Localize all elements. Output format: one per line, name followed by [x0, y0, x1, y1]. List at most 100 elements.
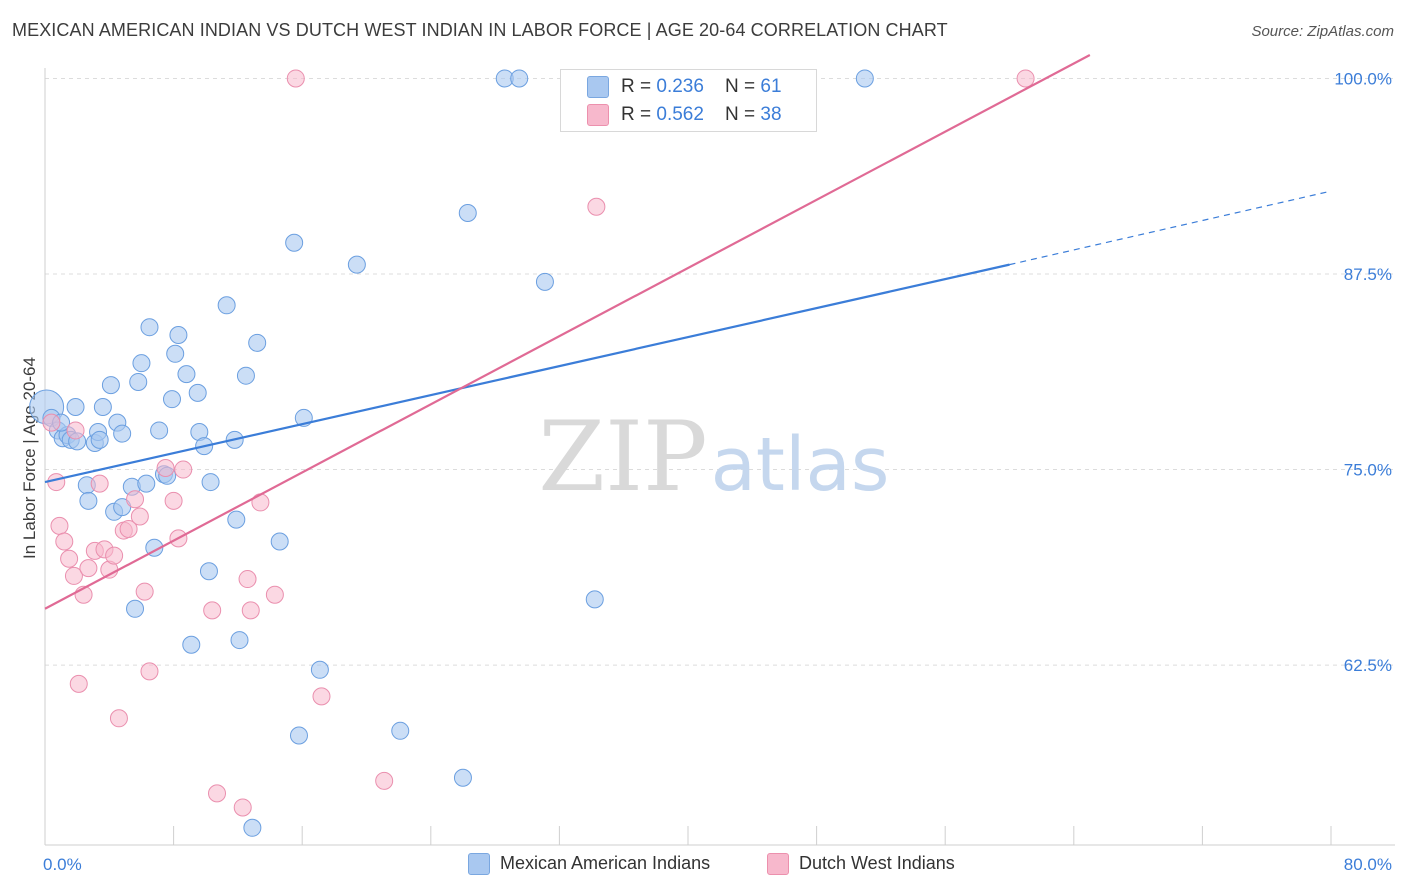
y-tick-label: 62.5% [1344, 656, 1392, 675]
data-point-mexican-american-indians [140, 318, 159, 337]
legend-n-value: 61 [760, 76, 782, 97]
legend-swatch-pink [587, 104, 609, 126]
data-point-mexican-american-indians [585, 590, 604, 609]
data-point-dutch-west-indians [119, 520, 138, 538]
data-point-mexican-american-indians [217, 296, 236, 315]
x-tick-label: 80.0% [1344, 855, 1392, 874]
chart-title: MEXICAN AMERICAN INDIAN VS DUTCH WEST IN… [12, 20, 948, 40]
data-point-dutch-west-indians [60, 549, 79, 568]
data-point-mexican-american-indians [510, 69, 529, 88]
data-point-dutch-west-indians [126, 490, 145, 509]
bottom-legend-swatch-pink [767, 853, 789, 875]
bottom-legend-label: Mexican American Indians [500, 853, 711, 873]
data-point-mexican-american-indians [391, 721, 410, 740]
data-point-dutch-west-indians [64, 566, 83, 585]
data-point-dutch-west-indians [203, 601, 222, 620]
data-point-dutch-west-indians [238, 570, 257, 589]
data-point-mexican-american-indians [310, 660, 329, 679]
legend-r-label: R = [621, 76, 657, 97]
data-point-mexican-american-indians [347, 255, 366, 274]
data-point-mexican-american-indians [535, 272, 554, 291]
y-tick-label: 75.0% [1344, 461, 1392, 480]
legend-n-value: 38 [760, 104, 782, 125]
bottom-legend-label: Dutch West Indians [799, 853, 955, 873]
data-point-dutch-west-indians [164, 491, 183, 510]
data-point-mexican-american-indians [453, 768, 472, 787]
data-point-mexican-american-indians [227, 510, 246, 529]
trend-lines [44, 54, 1332, 610]
data-point-mexican-american-indians [79, 491, 98, 510]
y-tick-label: 100.0% [1334, 69, 1392, 88]
axes [44, 68, 1395, 846]
data-point-mexican-american-indians [177, 365, 196, 384]
data-point-mexican-american-indians [93, 397, 112, 416]
data-point-dutch-west-indians [42, 413, 61, 432]
data-point-mexican-american-indians [150, 421, 169, 440]
data-point-mexican-american-indians [66, 397, 85, 416]
data-point-mexican-american-indians [188, 383, 207, 402]
data-point-dutch-west-indians [79, 559, 98, 578]
data-point-mexican-american-indians [182, 635, 201, 654]
data-point-mexican-american-indians [855, 69, 874, 88]
data-point-dutch-west-indians [375, 771, 394, 790]
data-point-mexican-american-indians [236, 366, 255, 385]
data-point-dutch-west-indians [135, 582, 154, 601]
data-point-mexican-american-indians [162, 390, 181, 409]
data-point-dutch-west-indians [50, 516, 69, 535]
data-point-mexican-american-indians [113, 424, 132, 443]
data-point-mexican-american-indians [243, 818, 262, 837]
data-point-mexican-american-indians [166, 344, 185, 363]
data-point-dutch-west-indians [55, 532, 74, 551]
data-point-mexican-american-indians [285, 233, 304, 252]
data-point-dutch-west-indians [66, 421, 85, 440]
data-point-dutch-west-indians [265, 585, 284, 604]
bottom-legend-swatch-blue [468, 853, 490, 875]
data-point-mexican-american-indians [248, 333, 267, 352]
data-point-dutch-west-indians [587, 197, 606, 216]
data-point-dutch-west-indians [233, 798, 252, 817]
data-point-mexican-american-indians [101, 376, 120, 395]
trend-line-mexican-american-indians [44, 263, 1010, 484]
y-tick-label: 87.5% [1344, 265, 1392, 284]
watermark: ZIP atlas [538, 401, 889, 513]
data-point-dutch-west-indians [208, 784, 227, 803]
legend-swatch-blue [587, 76, 609, 98]
trend-line-extension-mexican-american-indians [1009, 190, 1332, 266]
data-point-dutch-west-indians [69, 674, 88, 693]
data-point-mexican-american-indians [199, 562, 218, 581]
data-point-dutch-west-indians [130, 507, 149, 526]
legend-box: R = 0.236 N = 61 R = 0.562 N = 38 [560, 69, 817, 132]
source-label: Source: ZipAtlas.com [1251, 23, 1394, 40]
data-point-mexican-american-indians [132, 354, 151, 373]
watermark-atlas: atlas [711, 422, 890, 508]
data-point-mexican-american-indians [126, 599, 145, 618]
watermark-zip: ZIP [538, 401, 707, 513]
data-point-mexican-american-indians [169, 326, 188, 345]
data-point-mexican-american-indians [201, 473, 220, 492]
legend-n-label: N = [725, 76, 761, 97]
data-point-dutch-west-indians [47, 473, 66, 492]
data-point-dutch-west-indians [174, 460, 193, 479]
tick-labels: 62.5% 75.0% 87.5% 100.0% 0.0% 80.0% [43, 69, 1392, 874]
data-point-mexican-american-indians [137, 474, 156, 493]
data-point-mexican-american-indians [458, 204, 477, 222]
legend-r-value: 0.236 [656, 76, 704, 97]
data-point-dutch-west-indians [156, 458, 175, 477]
legend-r-value: 0.562 [656, 104, 704, 125]
series-dutch-west-indians [42, 69, 1035, 817]
trend-line-dutch-west-indians [44, 54, 1091, 610]
data-point-dutch-west-indians [286, 69, 305, 88]
data-point-dutch-west-indians [109, 709, 128, 728]
data-point-dutch-west-indians [251, 493, 270, 512]
data-point-mexican-american-indians [270, 532, 289, 551]
data-point-mexican-american-indians [90, 430, 109, 449]
data-point-dutch-west-indians [105, 546, 124, 565]
data-point-mexican-american-indians [230, 631, 249, 650]
legend-n-label: N = [725, 104, 761, 125]
x-tick-label: 0.0% [43, 855, 82, 874]
data-point-mexican-american-indians [289, 726, 308, 745]
data-point-dutch-west-indians [241, 601, 260, 620]
data-point-dutch-west-indians [90, 474, 109, 493]
data-point-mexican-american-indians [129, 372, 148, 391]
